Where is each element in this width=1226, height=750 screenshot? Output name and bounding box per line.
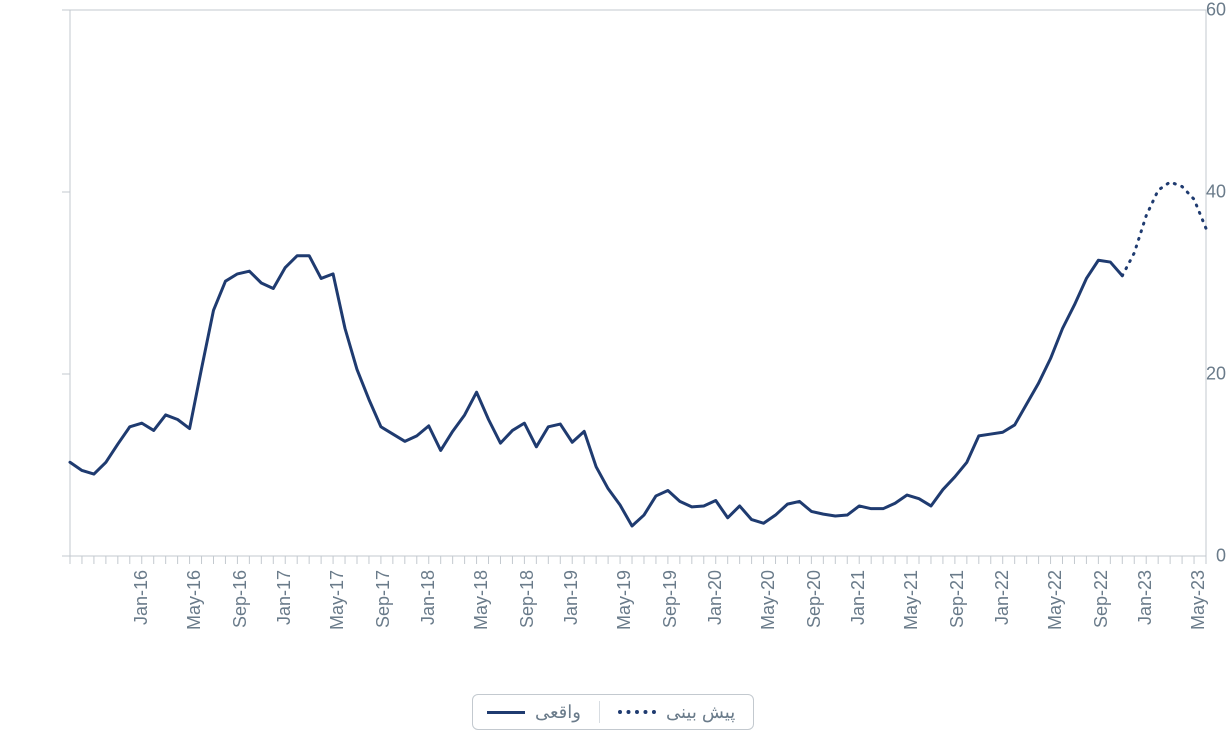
x-tick-label: Sep-20 xyxy=(804,570,825,628)
x-tick-label: Sep-19 xyxy=(660,570,681,628)
x-tick-label: Jan-20 xyxy=(705,570,726,625)
chart-container: 0 20 40 60 Jan-16 May-16 Sep-16 Jan-17 May-17 Se… xyxy=(0,0,1226,750)
legend-separator xyxy=(599,701,600,723)
y-tick-label: 20 xyxy=(1170,364,1226,385)
x-tick-label: May-23 xyxy=(1188,570,1209,630)
x-tick-label: Sep-17 xyxy=(373,570,394,628)
x-tick-label: Jan-22 xyxy=(992,570,1013,625)
x-tick-label: May-16 xyxy=(184,570,205,630)
y-tick-label: 40 xyxy=(1170,182,1226,203)
legend-item-forecast: پیش بینی xyxy=(618,702,735,723)
chart-svg xyxy=(0,0,1226,750)
legend-label-actual: واقعی xyxy=(535,702,581,723)
legend-item-actual: واقعی xyxy=(487,702,581,723)
x-tick-label: Jan-18 xyxy=(418,570,439,625)
x-tick-label: Jan-16 xyxy=(131,570,152,625)
x-tick-label: May-20 xyxy=(758,570,779,630)
x-tick-label: May-22 xyxy=(1045,570,1066,630)
legend-swatch-solid-icon xyxy=(487,711,525,714)
x-tick-label: Sep-21 xyxy=(947,570,968,628)
x-tick-label: Jan-17 xyxy=(275,570,296,625)
legend-label-forecast: پیش بینی xyxy=(666,702,735,723)
x-tick-label: May-19 xyxy=(614,570,635,630)
x-tick-label: Sep-16 xyxy=(230,570,251,628)
x-tick-label: Jan-19 xyxy=(562,570,583,625)
y-tick-label: 60 xyxy=(1170,0,1226,21)
legend-swatch-dotted-icon xyxy=(618,710,656,714)
x-tick-label: Sep-18 xyxy=(517,570,538,628)
x-tick-label: May-17 xyxy=(327,570,348,630)
x-tick-label: Jan-23 xyxy=(1136,570,1157,625)
y-tick-label: 0 xyxy=(1170,546,1226,567)
x-tick-label: Jan-21 xyxy=(849,570,870,625)
x-tick-label: May-18 xyxy=(471,570,492,630)
x-tick-label: May-21 xyxy=(901,570,922,630)
legend: واقعی پیش بینی xyxy=(472,694,754,730)
x-tick-label: Sep-22 xyxy=(1091,570,1112,628)
